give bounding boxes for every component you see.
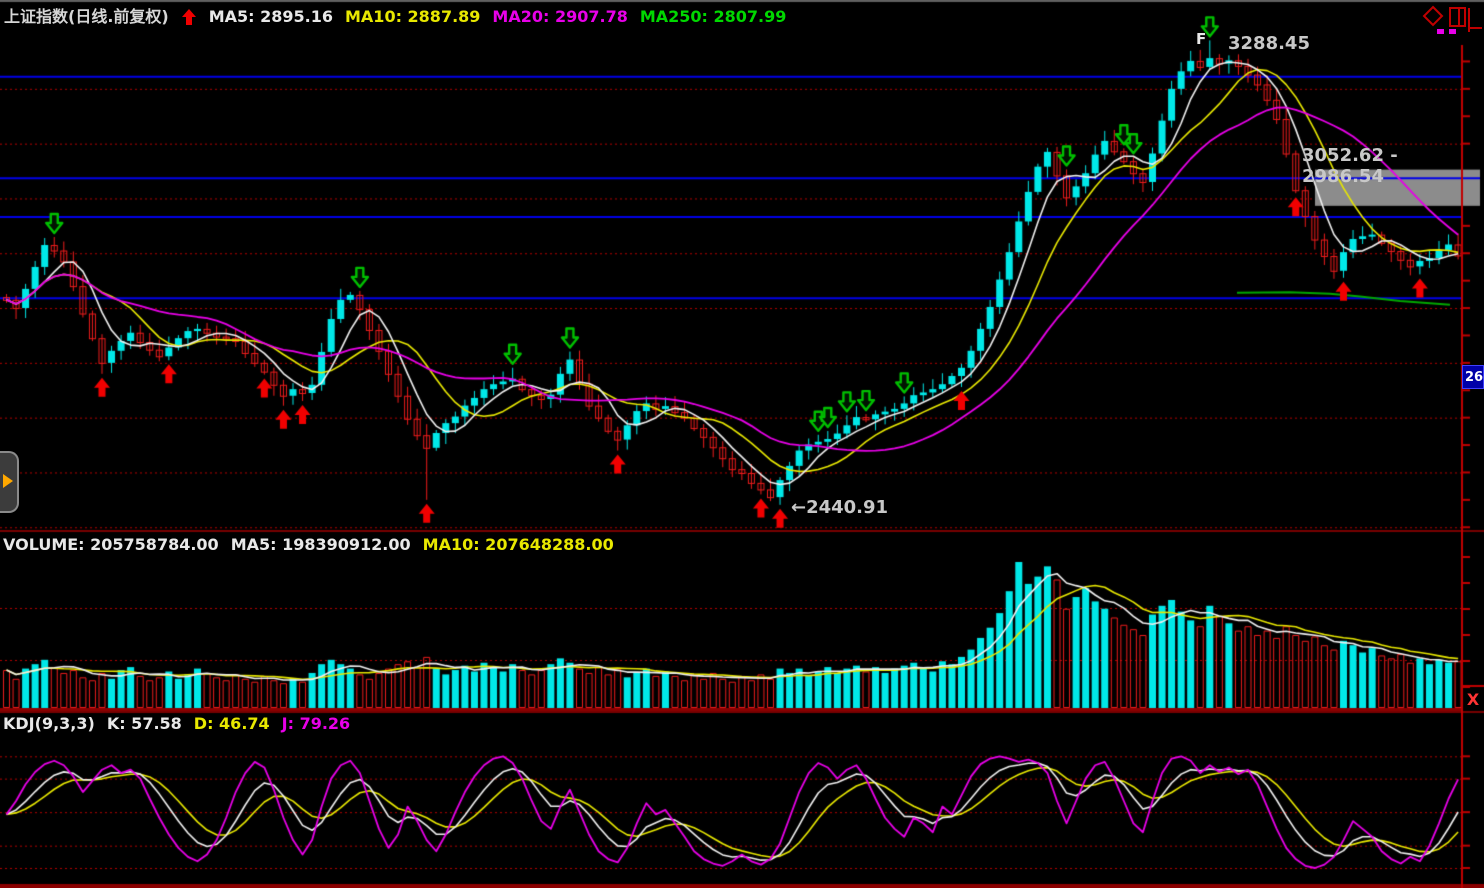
expand-right-arrow-icon: [3, 474, 13, 488]
swing-low-label: ←2440.91: [791, 497, 889, 518]
volume-value-label: VOLUME: 205758784.00: [3, 535, 219, 554]
chart-toolbar: [1418, 0, 1484, 40]
kdj-j-label: J: 79.26: [281, 714, 351, 733]
ma5-label: MA5: 2895.16: [208, 7, 333, 26]
kdj-header: KDJ(9,3,3) K: 57.58 D: 46.74 J: 79.26: [3, 716, 350, 732]
indicator-dot-icon: [1449, 29, 1456, 34]
volume-header: VOLUME: 205758784.00 MA5: 198390912.00 M…: [3, 537, 614, 553]
edge-handle-icon: [1468, 27, 1482, 29]
ma250-label: MA250: 2807.99: [639, 7, 787, 26]
indicator-dot-icon: [1437, 29, 1444, 34]
volume-ma5-label: MA5: 198390912.00: [230, 535, 411, 554]
main-chart-header: 上证指数(日线.前复权) MA5: 2895.16 MA10: 2887.89 …: [4, 8, 786, 26]
kdj-params-label: KDJ(9,3,3): [3, 714, 95, 733]
close-indicator-button[interactable]: X: [1466, 689, 1480, 709]
trend-up-arrow-icon: [181, 8, 197, 26]
gap-band-label: 3052.62 - 2986.54: [1302, 145, 1398, 187]
edge-handle-icon[interactable]: [1468, 8, 1470, 32]
volume-ma10-label: MA10: 207648288.00: [422, 535, 614, 554]
kdj-d-label: D: 46.74: [193, 714, 270, 733]
sidebar-expander-tab[interactable]: [0, 451, 19, 513]
split-window-icon[interactable]: [1448, 6, 1468, 32]
peak-flag-marker: F: [1196, 30, 1207, 48]
ma10-label: MA10: 2887.89: [345, 7, 481, 26]
symbol-title: 上证指数(日线.前复权): [4, 7, 169, 26]
ma20-label: MA20: 2907.78: [492, 7, 628, 26]
axis-price-badge: 26: [1462, 365, 1484, 389]
diamond-icon[interactable]: [1422, 5, 1444, 31]
kdj-k-label: K: 57.58: [106, 714, 182, 733]
peak-price-label: 3288.45: [1228, 33, 1310, 54]
